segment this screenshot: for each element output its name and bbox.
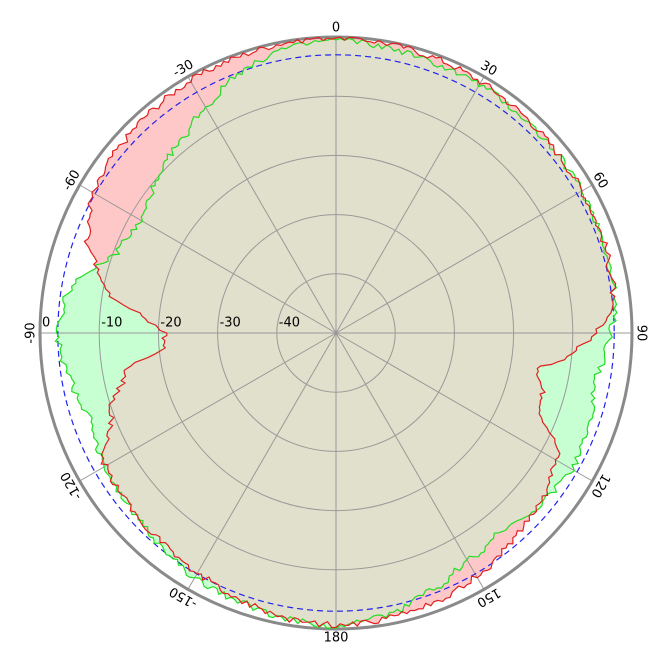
radial-label-0: 0	[42, 316, 50, 331]
series-lines	[54, 36, 618, 630]
angle-label-neg60: -60	[60, 168, 84, 194]
spoke-210	[187, 332, 337, 590]
spoke-240	[79, 332, 337, 482]
spoke-60	[335, 184, 593, 334]
outer-ring	[38, 35, 634, 631]
angle-label-0: 0	[332, 21, 340, 36]
spoke-120	[335, 332, 593, 482]
radial-label-40: -40	[279, 316, 300, 331]
reference-circle	[57, 54, 615, 612]
angle-label-180: 180	[324, 631, 349, 646]
series-green-line	[54, 37, 618, 630]
series-red-line	[83, 36, 617, 629]
spoke-150	[335, 332, 485, 590]
spoke-30	[335, 76, 485, 334]
angle-label-neg90: -90	[24, 322, 39, 343]
radial-label-30: -30	[220, 316, 241, 331]
angle-label-90: 90	[634, 325, 649, 342]
angle-label-60: 60	[589, 170, 610, 192]
angle-label-30: 30	[478, 58, 500, 79]
spoke-330	[187, 76, 337, 334]
radial-label-10: -10	[101, 316, 122, 331]
radial-label-20: -20	[160, 316, 181, 331]
spoke-300	[79, 184, 337, 334]
polar-grid	[38, 35, 634, 631]
